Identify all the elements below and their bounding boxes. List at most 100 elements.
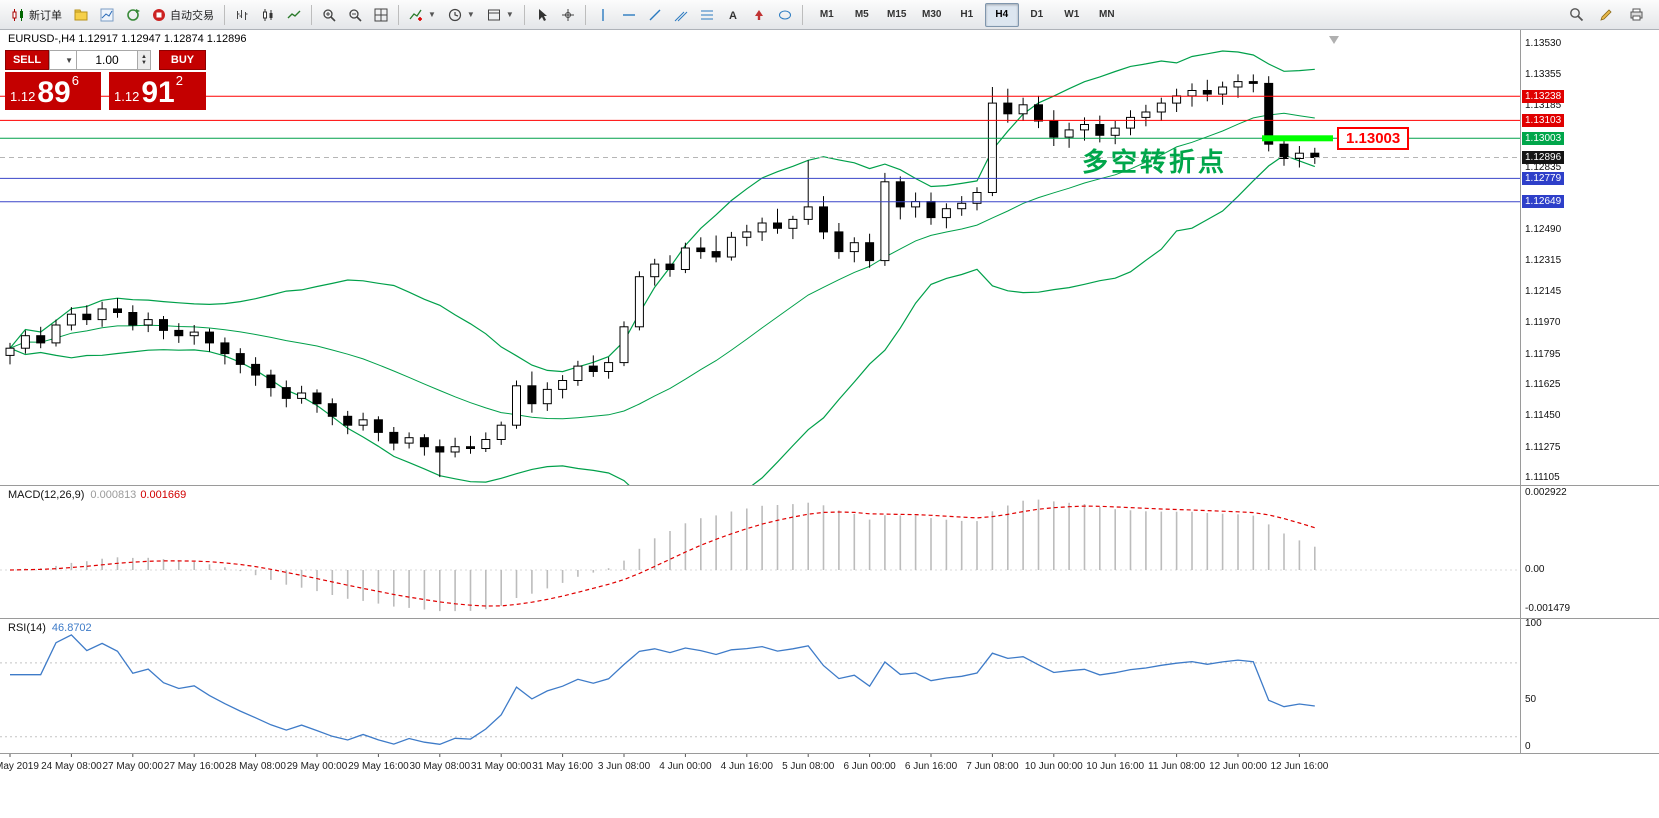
toolbar-separator [224, 4, 225, 25]
volume-input[interactable]: 1.00 [77, 50, 138, 70]
zoom-in-button[interactable] [316, 2, 342, 28]
price-level-tag: 1.13003 [1522, 131, 1565, 145]
chart-profiles-button[interactable] [68, 2, 94, 28]
macd-indicator-label: MACD(12,26,9) 0.000813 0.001669 [8, 489, 186, 501]
candles[interactable] [5, 74, 1320, 478]
panel-splitter-rsi[interactable] [0, 618, 1659, 619]
price-tick-label: 1.11450 [1525, 410, 1561, 422]
time-axis-label: 30 May 08:00 [409, 761, 470, 772]
bar-chart-type-button[interactable] [229, 2, 255, 28]
bollinger-bands [9, 50, 1316, 485]
panel-splitter-macd[interactable] [0, 485, 1659, 486]
timeframe-m15-button[interactable]: M15 [887, 9, 907, 20]
turning-point-highlight-line[interactable] [1262, 135, 1333, 142]
buy-price-prefix: 1.12 [114, 89, 140, 104]
indicators-button[interactable]: ▼ [403, 2, 442, 28]
zoom-out-button[interactable] [342, 2, 368, 28]
zoom-out-icon [348, 8, 362, 22]
vertical-line-button[interactable] [590, 2, 616, 28]
shape-icon [778, 8, 792, 22]
time-axis-label: 7 Jun 08:00 [966, 761, 1019, 772]
buy-button[interactable]: BUY [159, 50, 206, 70]
toolbar-separator [311, 4, 312, 25]
sell-price-pip: 6 [71, 73, 79, 88]
turning-point-annotation[interactable]: 多空转折点 [1082, 147, 1228, 177]
buy-price-display[interactable]: 1.12 91 2 [109, 72, 206, 110]
main-chart-canvas[interactable] [0, 30, 1522, 485]
step-up-icon: ▲ [141, 54, 147, 60]
timeframe-mn-button[interactable]: MN [1098, 9, 1115, 20]
macd-axis-label: 0.002922 [1525, 486, 1567, 498]
tile-windows-button[interactable] [368, 2, 394, 28]
chart-shift-marker[interactable] [1329, 36, 1339, 44]
time-axis-label: 28 May 08:00 [225, 761, 286, 772]
chevron-down-icon: ▼ [65, 55, 73, 65]
price-level-flag[interactable]: 1.13003 [1337, 127, 1410, 151]
sell-button[interactable]: SELL [5, 50, 49, 70]
volume-stepper[interactable]: ▲ ▼ [138, 50, 151, 70]
periods-button[interactable]: ▼ [442, 2, 481, 28]
time-axis-label: 11 Jun 08:00 [1148, 761, 1206, 772]
macd-panel-canvas[interactable] [0, 485, 1522, 618]
buy-price-big: 91 [141, 76, 175, 109]
rsi-name: RSI(14) [8, 622, 46, 634]
navigator-button[interactable] [120, 2, 146, 28]
sell-price-prefix: 1.12 [10, 89, 36, 104]
arrowsym-icon [752, 8, 766, 22]
text-label-button[interactable]: A [720, 2, 746, 28]
time-axis-label: 31 May 00:00 [471, 761, 532, 772]
equidistant-channel-button[interactable] [668, 2, 694, 28]
crosshair-button[interactable] [555, 2, 581, 28]
time-axis-label: 29 May 16:00 [348, 761, 409, 772]
fibonacci-button[interactable] [694, 2, 720, 28]
price-axis[interactable]: 1.13530 1.13355 1.13185 1.12835 1.12490 1.123… [1521, 30, 1659, 778]
timeframe-w1-button[interactable]: W1 [1064, 9, 1080, 20]
horizontal-line-button[interactable] [616, 2, 642, 28]
horizontal-level-lines[interactable] [0, 95, 1520, 203]
chevron-down-icon: ▼ [466, 10, 475, 19]
watch-icon [100, 8, 114, 22]
search-button[interactable] [1563, 2, 1590, 28]
autotrading-button[interactable]: 自动交易 [146, 2, 220, 28]
volume-dropdown[interactable]: ▼ [49, 50, 77, 70]
toolbar-separator [801, 4, 803, 25]
line-chart-type-button[interactable] [281, 2, 307, 28]
rsi-indicator-label: RSI(14) 46.8702 [8, 622, 92, 634]
macd-signal-line [9, 505, 1315, 607]
price-tick-label: 1.13185 [1525, 99, 1562, 111]
time-axis-label: 10 Jun 00:00 [1025, 761, 1083, 772]
arrows-button[interactable] [746, 2, 772, 28]
cursor-button[interactable] [529, 2, 555, 28]
timeframe-m30-button[interactable]: M30 [922, 9, 942, 20]
time-axis-label: 24 May 08:00 [41, 761, 102, 772]
timeframe-h1-button[interactable]: H1 [960, 9, 974, 20]
new-order-label: 新订单 [29, 9, 62, 22]
new-order-button[interactable]: 新订单 [5, 2, 68, 28]
market-watch-button[interactable] [94, 2, 120, 28]
time-axis-label: 31 May 16:00 [532, 761, 593, 772]
timeframe-m5-button[interactable]: M5 [854, 9, 869, 20]
rsi-panel-canvas[interactable] [0, 618, 1522, 753]
time-axis-label: 6 Jun 16:00 [905, 761, 958, 772]
shapes-button[interactable] [772, 2, 798, 28]
price-level-tag: 1.12649 [1522, 195, 1565, 209]
timeframe-h4-button[interactable]: H4 [984, 2, 1019, 27]
cursor-icon [535, 8, 549, 22]
time-axis-label: 12 Jun 00:00 [1209, 761, 1267, 772]
line-icon [287, 8, 301, 22]
trendline-button[interactable] [642, 2, 668, 28]
text-icon: A [726, 8, 740, 22]
bars-icon [235, 8, 249, 22]
sell-price-display[interactable]: 1.12 89 6 [5, 72, 101, 110]
templates-button[interactable]: ▼ [481, 2, 520, 28]
timeframe-d1-button[interactable]: D1 [1030, 9, 1044, 20]
print-preview-button[interactable] [1623, 2, 1650, 28]
step-down-icon: ▼ [141, 60, 147, 66]
price-level-tag: 1.12779 [1522, 171, 1565, 185]
quick-edit-button[interactable] [1593, 2, 1620, 28]
candle-chart-type-button[interactable] [255, 2, 281, 28]
one-click-trading-panel: SELL ▼ 1.00 ▲ ▼ BUY 1.12 89 6 1.12 91 2 [5, 50, 206, 110]
timeframe-m1-button[interactable]: M1 [819, 9, 834, 20]
